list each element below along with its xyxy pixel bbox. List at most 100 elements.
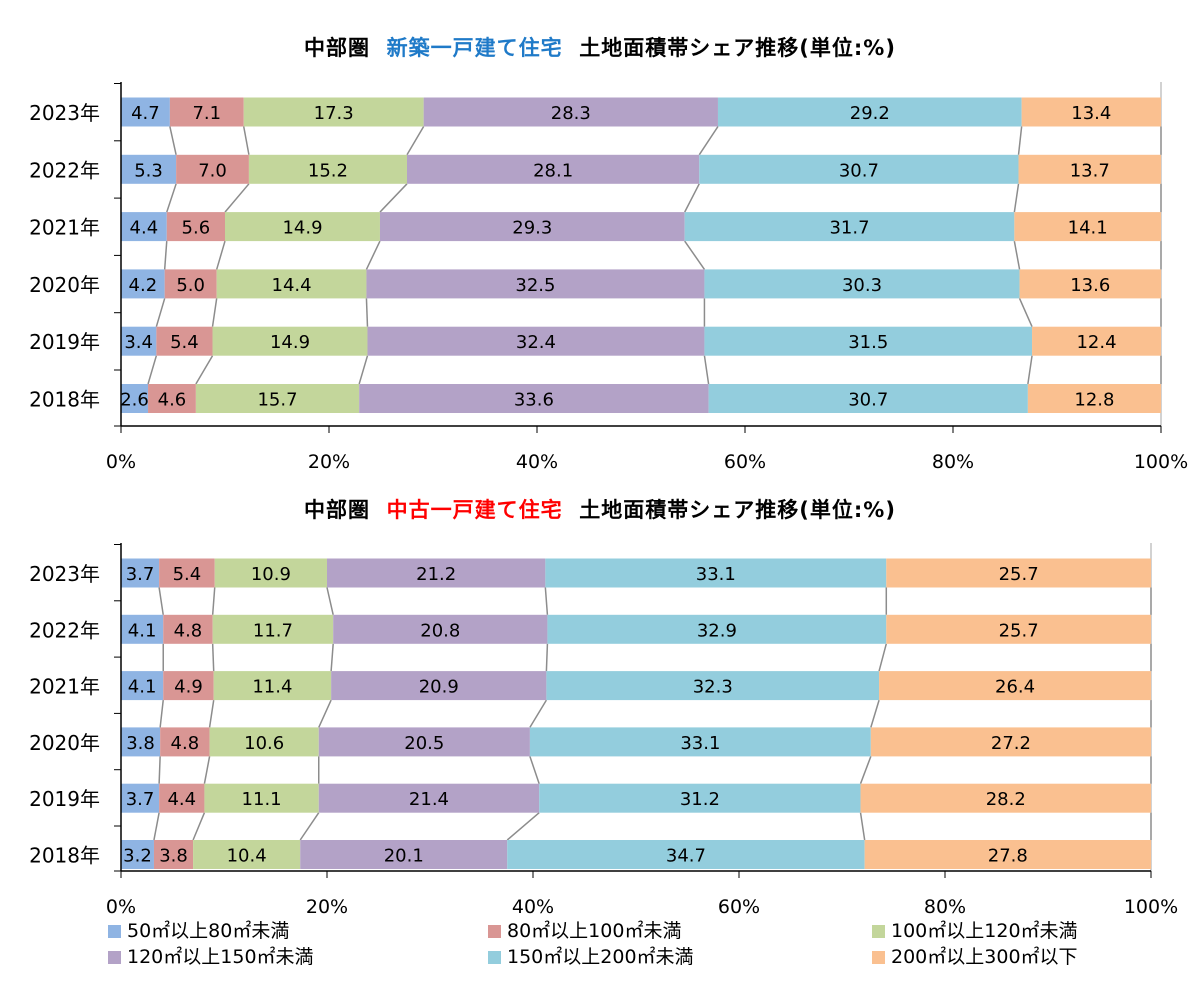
- bar-segment: [684, 212, 1015, 242]
- x-tick-label: 40%: [512, 896, 554, 918]
- bar-segment: [318, 783, 540, 813]
- series-line: [529, 756, 540, 784]
- series-line: [859, 812, 866, 841]
- series-line: [1013, 240, 1021, 270]
- bar-segment: [121, 269, 165, 299]
- x-tick-label: 0%: [106, 896, 136, 918]
- bar-segment: [879, 671, 1151, 701]
- data-label: 5.0: [176, 275, 205, 296]
- data-label: 13.6: [1070, 275, 1110, 296]
- data-label: 4.9: [174, 677, 203, 698]
- series-line: [1018, 298, 1033, 328]
- data-label: 31.5: [848, 332, 888, 353]
- bar-segment: [359, 384, 709, 413]
- chart-1-title-subject: 土地面積帯シェア推移(単位:%): [579, 36, 896, 60]
- data-label: 30.7: [848, 390, 888, 411]
- series-line: [406, 126, 425, 156]
- bar-segment: [870, 727, 1151, 757]
- chart-2-title-type: 中古一戸建て住宅: [386, 498, 563, 522]
- chart-1-title-region: 中部圏: [304, 36, 371, 60]
- bar-segment: [204, 783, 319, 813]
- bar-segment: [169, 97, 244, 127]
- chart-1-title-type: 新築一戸建て住宅: [386, 36, 563, 60]
- x-tick-label: 80%: [932, 451, 974, 473]
- x-tick-label: 60%: [718, 896, 760, 918]
- data-label: 32.3: [693, 677, 733, 698]
- bar-segment: [704, 326, 1033, 356]
- series-line: [299, 812, 320, 841]
- bar-segment: [333, 614, 548, 644]
- data-label: 5.3: [134, 160, 163, 181]
- data-label: 15.2: [308, 160, 348, 181]
- legend-item-120-150: 120㎡以上150㎡未満: [108, 944, 314, 970]
- data-label: 25.7: [999, 620, 1039, 641]
- series-line: [703, 355, 710, 385]
- data-label: 11.1: [242, 789, 282, 810]
- data-label: 32.4: [516, 332, 556, 353]
- bar-segment: [225, 212, 380, 242]
- bar-segment: [546, 671, 880, 701]
- series-line: [1013, 183, 1020, 213]
- bar-segment: [864, 840, 1151, 869]
- legend-item-80-100: 80㎡以上100㎡未満: [488, 918, 681, 944]
- data-label: 21.2: [416, 564, 456, 585]
- data-label: 20.9: [419, 677, 459, 698]
- data-label: 3.2: [123, 846, 152, 867]
- bar-segment: [193, 840, 301, 869]
- bar-segment: [1019, 269, 1161, 299]
- data-label: 30.3: [842, 275, 882, 296]
- data-label: 4.8: [171, 733, 200, 754]
- bar-segment: [209, 727, 319, 757]
- legend-item-200-300: 200㎡以上300㎡以下: [872, 944, 1078, 970]
- data-label: 29.2: [850, 103, 890, 124]
- data-label: 14.4: [272, 275, 312, 296]
- bar-segment: [699, 154, 1019, 184]
- series-line: [192, 812, 206, 841]
- data-label: 5.4: [173, 564, 202, 585]
- legend-label: 150㎡以上200㎡未満: [507, 946, 694, 968]
- bar-segment: [166, 212, 225, 242]
- series-line: [1027, 355, 1033, 385]
- data-label: 10.6: [244, 733, 284, 754]
- data-label: 13.7: [1070, 160, 1110, 181]
- series-line: [211, 587, 216, 615]
- legend: 50㎡以上80㎡未満 80㎡以上100㎡未満 100㎡以上120㎡未満 120㎡…: [0, 916, 1200, 986]
- series-line: [215, 240, 226, 270]
- legend-swatch: [872, 925, 885, 938]
- bar-segment: [121, 783, 160, 813]
- bar-segment: [121, 558, 160, 588]
- category-label: 2020年: [29, 273, 100, 297]
- series-line: [208, 699, 215, 728]
- bar-segment: [176, 154, 249, 184]
- data-label: 27.2: [991, 733, 1031, 754]
- data-label: 12.8: [1074, 390, 1114, 411]
- data-label: 3.7: [126, 564, 155, 585]
- data-label: 3.4: [124, 332, 153, 353]
- legend-item-50-80: 50㎡以上80㎡未満: [108, 918, 289, 944]
- data-label: 11.7: [253, 620, 293, 641]
- series-line: [698, 126, 719, 156]
- data-label: 20.1: [384, 846, 424, 867]
- series-line: [365, 298, 369, 327]
- bar-segment: [121, 97, 170, 127]
- data-label: 34.7: [666, 846, 706, 867]
- bar-segment: [327, 558, 546, 588]
- bar-segment: [121, 671, 164, 701]
- data-label: 5.6: [182, 218, 211, 239]
- series-line: [159, 700, 164, 728]
- bar-segment: [153, 840, 194, 869]
- bar-segment: [121, 212, 167, 242]
- data-label: 14.1: [1068, 218, 1108, 239]
- legend-swatch: [108, 925, 121, 938]
- series-line: [211, 643, 215, 672]
- series-line: [195, 355, 214, 385]
- bar-segment: [121, 727, 161, 757]
- legend-item-100-120: 100㎡以上120㎡未満: [872, 918, 1078, 944]
- category-label: 2021年: [29, 216, 100, 240]
- legend-swatch: [488, 925, 501, 938]
- bar-segment: [708, 384, 1028, 413]
- legend-label: 100㎡以上120㎡未満: [891, 920, 1078, 942]
- bar-segment: [1027, 384, 1161, 413]
- data-label: 20.8: [420, 620, 460, 641]
